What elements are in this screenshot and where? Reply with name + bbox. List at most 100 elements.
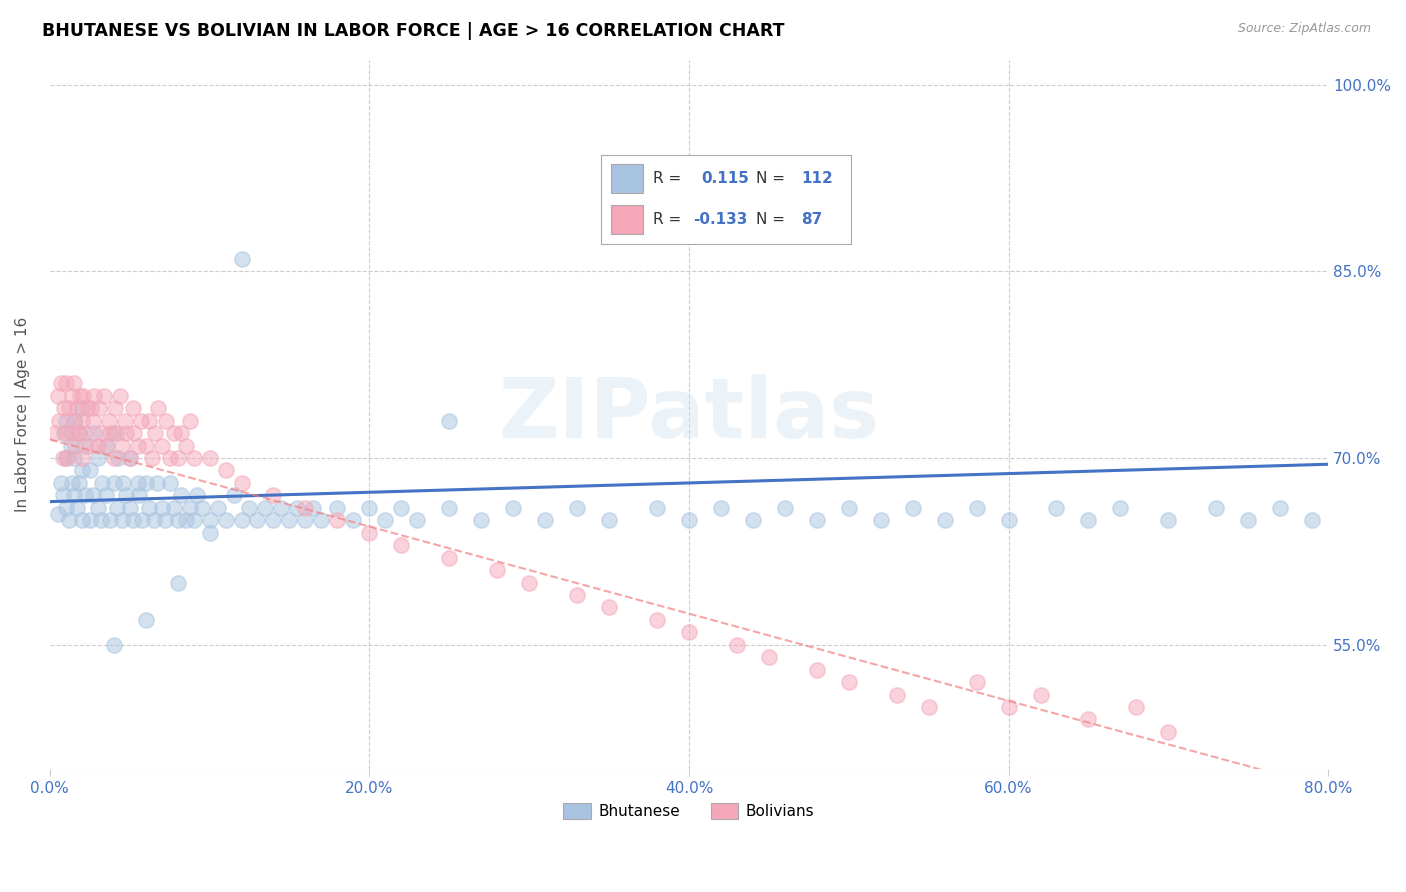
Point: [135, 613, 157, 627]
Point: [82, 414, 104, 428]
Point: [278, 513, 301, 527]
Point: [55, 500, 77, 515]
Point: [163, 500, 186, 515]
Point: [135, 475, 157, 490]
Point: [170, 488, 193, 502]
Point: [121, 513, 143, 527]
Point: [470, 513, 492, 527]
Point: [678, 625, 700, 640]
Point: [143, 426, 166, 441]
Point: [90, 426, 112, 441]
Point: [56, 450, 79, 465]
Point: [91, 475, 114, 490]
Point: [59, 439, 82, 453]
Point: [121, 401, 143, 416]
Point: [62, 488, 84, 502]
Point: [741, 513, 763, 527]
Point: [389, 538, 412, 552]
Point: [645, 613, 668, 627]
Legend: Bhutanese, Bolivians: Bhutanese, Bolivians: [557, 797, 821, 825]
Point: [111, 439, 134, 453]
Point: [48, 414, 70, 428]
Point: [389, 500, 412, 515]
Point: [76, 401, 98, 416]
Point: [1157, 725, 1180, 739]
Point: [806, 663, 828, 677]
Point: [103, 450, 125, 465]
Point: [198, 525, 221, 540]
Point: [150, 500, 173, 515]
Point: [83, 426, 105, 441]
Point: [86, 450, 108, 465]
Point: [222, 488, 245, 502]
Point: [294, 513, 316, 527]
Point: [1125, 700, 1147, 714]
Point: [170, 426, 193, 441]
Point: [107, 450, 129, 465]
Point: [270, 500, 292, 515]
Point: [79, 439, 101, 453]
Point: [65, 414, 87, 428]
Point: [645, 500, 668, 515]
Point: [72, 389, 94, 403]
Point: [46, 507, 69, 521]
Point: [359, 500, 381, 515]
Point: [565, 500, 588, 515]
Point: [758, 650, 780, 665]
Point: [108, 389, 131, 403]
Point: [254, 500, 277, 515]
Point: [53, 426, 76, 441]
Point: [70, 463, 93, 477]
Point: [1077, 713, 1099, 727]
Point: [174, 439, 197, 453]
Text: -0.133: -0.133: [693, 212, 748, 227]
Point: [62, 414, 84, 428]
Point: [1157, 513, 1180, 527]
Text: 0.115: 0.115: [702, 171, 749, 186]
Point: [70, 401, 93, 416]
Point: [53, 401, 76, 416]
Point: [153, 513, 176, 527]
Point: [112, 475, 135, 490]
Point: [67, 475, 90, 490]
Point: [773, 500, 796, 515]
Point: [105, 426, 128, 441]
Point: [517, 575, 540, 590]
Point: [51, 488, 73, 502]
Point: [678, 513, 700, 527]
Point: [46, 389, 69, 403]
Point: [51, 450, 73, 465]
Point: [55, 450, 77, 465]
Point: [231, 252, 253, 266]
Point: [214, 463, 236, 477]
Point: [183, 513, 205, 527]
Point: [128, 488, 150, 502]
Point: [80, 401, 103, 416]
Point: [207, 500, 229, 515]
Point: [103, 426, 125, 441]
Text: BHUTANESE VS BOLIVIAN IN LABOR FORCE | AGE > 16 CORRELATION CHART: BHUTANESE VS BOLIVIAN IN LABOR FORCE | A…: [42, 22, 785, 40]
Point: [263, 488, 285, 502]
Point: [1205, 500, 1227, 515]
Point: [73, 426, 96, 441]
Point: [997, 513, 1019, 527]
Point: [114, 414, 136, 428]
Point: [115, 426, 138, 441]
Point: [135, 439, 157, 453]
Point: [163, 426, 186, 441]
Point: [326, 513, 349, 527]
Text: ZIPatlas: ZIPatlas: [499, 374, 879, 455]
Point: [342, 513, 364, 527]
Point: [966, 500, 988, 515]
Point: [238, 500, 260, 515]
Point: [359, 525, 381, 540]
Point: [55, 414, 77, 428]
Point: [49, 376, 72, 391]
Point: [115, 488, 138, 502]
Point: [374, 513, 396, 527]
Point: [179, 500, 201, 515]
Point: [311, 513, 333, 527]
Point: [186, 488, 208, 502]
Point: [127, 439, 149, 453]
Point: [69, 389, 91, 403]
